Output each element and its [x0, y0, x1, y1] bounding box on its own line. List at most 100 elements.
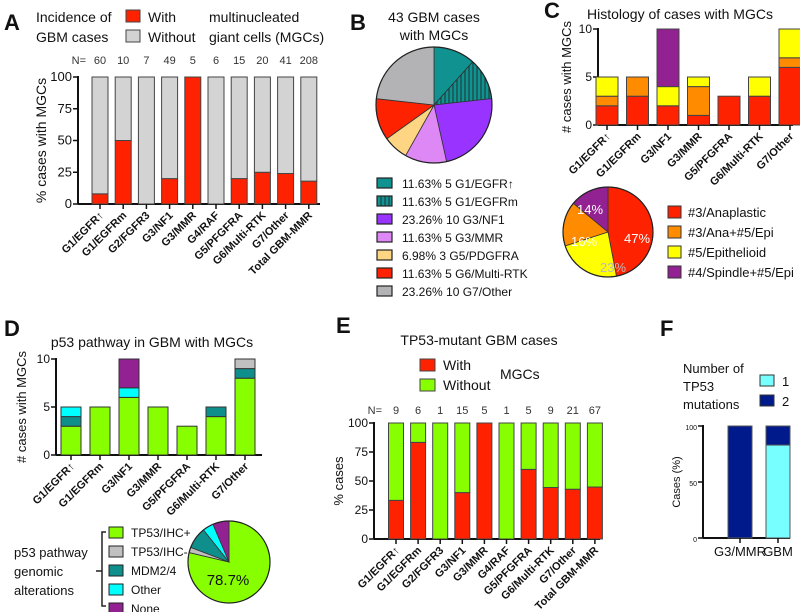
- panel-c-bar-segment: [717, 95, 741, 126]
- panel-c-pie-outline: [562, 186, 654, 278]
- panel-d-bar-segment: [89, 406, 111, 456]
- panel-d-bar-segment: [234, 358, 256, 370]
- panel-d-legend-label: TP53/IHC+: [131, 526, 191, 540]
- panel-b-pie: [375, 46, 493, 164]
- panel-d-bar-segment: [147, 406, 169, 456]
- panel-b-legend-swatch: [376, 267, 393, 279]
- panel-a-bar-segment: [207, 76, 225, 205]
- panel-f-title-line: TP53: [683, 379, 714, 394]
- panel-a-n-value: 49: [163, 55, 175, 67]
- panel-a-y-tick-label: 0: [65, 196, 72, 211]
- panel-b-pie-outline: [375, 46, 493, 164]
- panel-c-pie-label: 47%: [624, 231, 650, 246]
- panel-a-bar-segment: [300, 180, 318, 205]
- panel-a-legend-swatch: [125, 9, 141, 23]
- panel-c-legend-swatch: [667, 205, 682, 219]
- panel-a-legend-suffix: giant cells (MGCs): [209, 29, 324, 45]
- panel-a-bar-segment: [230, 76, 248, 180]
- panel-c-bar-segment: [595, 95, 619, 107]
- panel-c-bar-segment: [778, 57, 800, 68]
- panel-b-legend-swatch: [376, 195, 393, 207]
- panel-b-title-line: with MGCs: [399, 27, 468, 43]
- panel-d-bar-segment: [60, 406, 82, 418]
- panel-f-bar-segment: [765, 444, 791, 539]
- panel-a-y-tick-label: 100: [50, 69, 72, 84]
- panel-e-n-value: 1: [437, 405, 443, 417]
- panel-a-n-value: 20: [256, 55, 268, 67]
- panel-a-n-value: 6: [213, 55, 219, 67]
- panel-a-bar-segment: [114, 140, 132, 205]
- panel-e-bar-segment: [520, 468, 537, 540]
- panel-a-bar-segment: [91, 76, 109, 195]
- panel-a-n-value: 208: [300, 55, 318, 67]
- panel-a-legend-swatch: [125, 29, 141, 43]
- panel-f-legend-label: 2: [782, 394, 789, 409]
- panel-e-bar-segment: [454, 492, 471, 540]
- panel-d-legend-title: p53 pathway: [14, 545, 88, 560]
- panel-a-n-value: 5: [190, 55, 196, 67]
- panel-d-bar-segment: [118, 358, 140, 389]
- panel-c-y-axis-label: # cases with MGCs: [559, 21, 574, 133]
- panel-b-legend-swatch: [376, 213, 393, 225]
- panel-c-pie: [562, 186, 654, 278]
- panel-c-bar-segment: [687, 114, 710, 126]
- panel-e-bar-segment: [498, 422, 515, 540]
- panel-c-pie-label: 16%: [571, 234, 597, 249]
- panel-letter-d: D: [4, 316, 20, 341]
- panel-f-y-tick-label: 100: [685, 425, 697, 432]
- panel-e-legend-label: With: [443, 357, 471, 373]
- panel-c-legend-label: #5/Epithelioid: [688, 245, 766, 260]
- panel-d-y-tick-label: 5: [43, 400, 50, 414]
- panel-e-n-value: 5: [481, 405, 487, 417]
- panel-a-bar-segment: [300, 76, 318, 182]
- panel-e-y-tick-label: 25: [355, 503, 369, 517]
- panel-b-legend-label: 11.63% 5 G1/EGFRm: [402, 195, 518, 209]
- panel-d-bar-segment: [205, 406, 227, 418]
- panel-d-bar-segment: [60, 425, 82, 456]
- panel-b-legend-swatch: [376, 249, 393, 261]
- panel-f-title-line: mutations: [683, 397, 740, 412]
- panel-a-y-tick-label: 50: [58, 133, 72, 148]
- panel-f-title-line: Number of: [683, 361, 744, 376]
- panel-c-bar-segment: [778, 28, 800, 59]
- panel-d-legend-title: alterations: [14, 583, 74, 598]
- panel-d-bar-segment: [205, 416, 227, 456]
- panel-f-y-axis-label: Cases (%): [671, 456, 683, 507]
- panel-e-bar-segment: [388, 499, 404, 540]
- panel-d-legend-label: None: [131, 602, 160, 612]
- panel-c-bar-segment: [748, 76, 771, 97]
- panel-a-legend-suffix: multinucleated: [209, 9, 299, 25]
- panel-d-legend-label: Other: [131, 583, 161, 597]
- panel-e-bar-segment: [542, 422, 559, 488]
- panel-e-n-label: N=: [368, 405, 382, 417]
- panel-c-bar-segment: [626, 76, 649, 97]
- panel-a-n-value: 15: [233, 55, 245, 67]
- panel-c-bar-segment: [656, 105, 680, 126]
- panel-e-legend-suffix: MGCs: [500, 366, 540, 382]
- panel-b-title-line: 43 GBM cases: [388, 9, 480, 25]
- panel-b-legend-label: 11.63% 5 G6/Multi-RTK: [402, 267, 528, 281]
- panel-e-legend-label: Without: [443, 377, 491, 393]
- panel-e-bar-segment: [586, 422, 603, 488]
- panel-d-pie: [187, 520, 271, 604]
- panel-c-y-tick-label: 10: [579, 22, 593, 36]
- panel-e-legend-swatch: [419, 378, 436, 392]
- panel-c-bar-segment: [656, 28, 680, 88]
- panel-e-n-value: 21: [567, 405, 579, 417]
- panel-f-x-tick-label: GBM: [763, 544, 793, 559]
- panel-c-legend-swatch: [667, 265, 682, 279]
- panel-b-legend-label: 11.63% 5 G1/EGFR↑: [402, 177, 514, 191]
- panel-e-y-tick-label: 0: [361, 532, 368, 546]
- panel-d-legend-swatch: [108, 583, 124, 596]
- panel-e-bar-segment: [454, 422, 471, 494]
- panel-f-bar-segment: [765, 425, 791, 446]
- panel-a-n-value: 60: [94, 55, 106, 67]
- panel-c-x-tick-label: G6/Multi-RTK: [708, 131, 766, 189]
- panel-d-legend-label: TP53/IHC-: [131, 545, 188, 559]
- panel-letter-a: A: [4, 10, 20, 35]
- panel-e-bar-segment: [542, 486, 559, 540]
- panel-a-bar-segment: [161, 76, 179, 180]
